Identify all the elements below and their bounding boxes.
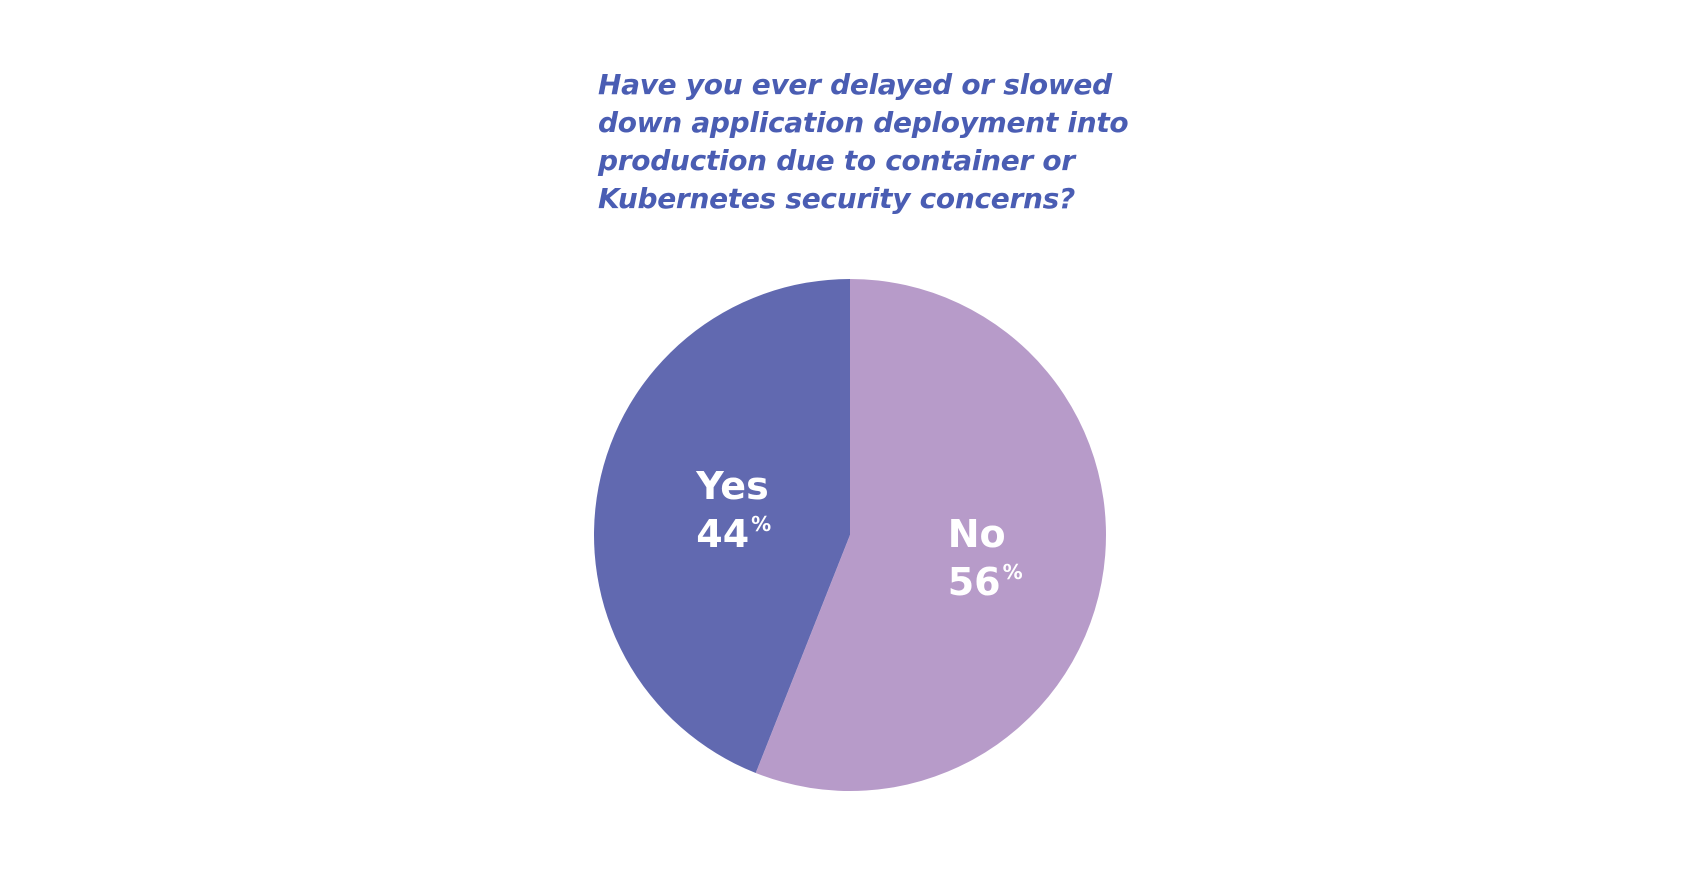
pie-slice-no <box>755 279 1106 791</box>
slice-label-yes: Yes <box>695 464 768 508</box>
slice-value-no: 56% <box>948 560 1023 604</box>
pie-slice-yes <box>593 279 850 774</box>
pie-slices <box>593 279 1106 791</box>
chart-title: Have you ever delayed or slowed down app… <box>598 66 1129 218</box>
chart-title-line-1: Have you ever delayed or slowed <box>598 68 1112 101</box>
chart-title-line-3: production due to container or <box>598 144 1075 177</box>
slice-value-yes: 44% <box>696 512 771 556</box>
slice-label-no: No <box>948 512 1006 556</box>
chart-title-line-2: down application deployment into <box>598 106 1129 139</box>
chart-title-line-4: Kubernetes security concerns? <box>598 182 1075 215</box>
